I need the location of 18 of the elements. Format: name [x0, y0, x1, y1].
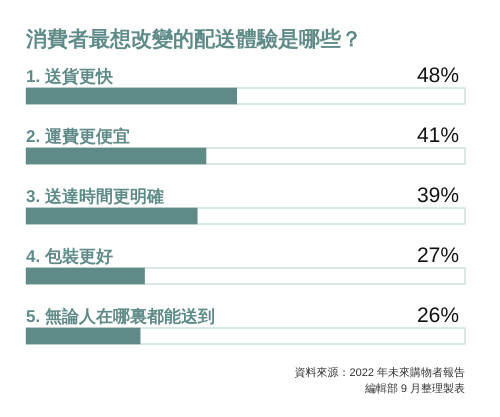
data-label: 26% [416, 304, 459, 327]
y-tick-label: 1. 送貨更快 [26, 67, 114, 86]
source-note: 資料來源：2022 年未來購物者報告 [294, 366, 465, 379]
y-tick-label: 3. 送達時間更明確 [26, 187, 164, 206]
chart-title: 消費者最想改變的配送體驗是哪些？ [25, 28, 362, 51]
data-label: 41% [416, 124, 459, 147]
bar [26, 208, 198, 224]
data-label: 48% [416, 64, 459, 87]
bar [26, 328, 140, 344]
y-tick-label: 5. 無論人在哪裏都能送到 [26, 307, 215, 326]
data-label: 27% [416, 244, 459, 267]
text: 編輯部 9 月整理製表 [364, 382, 465, 395]
y-tick-label: 4. 包裝更好 [26, 247, 113, 266]
bar [26, 148, 206, 164]
bar [26, 88, 238, 104]
y-tick-label: 2. 運費更便宜 [26, 127, 130, 146]
data-label: 39% [416, 184, 459, 207]
bar [26, 268, 145, 284]
